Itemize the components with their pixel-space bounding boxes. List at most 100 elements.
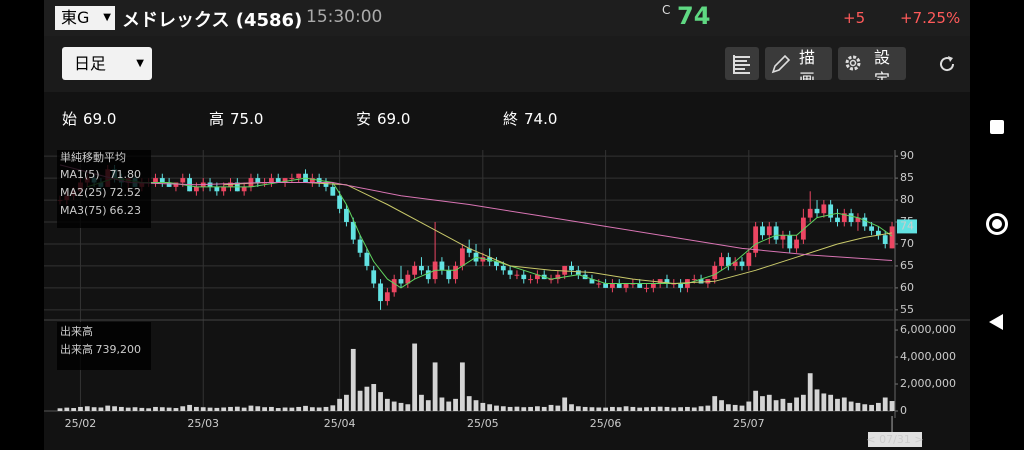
volume-bar [214,407,220,411]
volume-bar [657,406,663,411]
candle-body [173,182,179,187]
volume-bar [118,406,124,411]
volume-bar [405,404,411,411]
volume-bar [269,406,274,411]
volume-bar [173,408,179,411]
volume-bar [521,407,527,411]
y-tick-label: 60 [900,281,914,294]
candle-body [882,235,888,244]
candle-body [698,279,704,284]
candle-body [596,283,602,285]
volume-bar [671,407,677,411]
indicator-button[interactable] [725,47,759,80]
candle-body [357,239,363,253]
candle-body [453,265,458,280]
candle-body [691,279,697,281]
volume-bar [650,406,656,411]
volume-bar [487,404,493,411]
back-button[interactable] [987,312,1007,332]
recents-button[interactable] [990,120,1004,134]
candle-body [794,239,799,249]
volume-bar [234,406,240,411]
volume-bar [548,404,554,411]
volume-bar [814,389,820,411]
y-tick-label: 90 [900,149,914,162]
x-tick-label: 25/04 [324,417,356,430]
legend-box [57,150,151,228]
change: +5 [843,9,866,27]
candle-body [378,283,383,302]
volume-value: 739,200 [96,343,142,356]
volume-bar [773,400,779,411]
ohlc-value: 69.0 [83,110,117,128]
volume-bar [425,400,431,411]
candle-body [800,217,806,240]
candle-body [535,274,540,280]
volume-bar [159,407,165,411]
draw-label: 描画 [799,48,816,80]
volume-bar [146,408,152,411]
refresh-icon[interactable] [935,52,959,76]
header-bar [44,0,970,36]
candle-body [637,283,643,288]
ma-line [59,164,893,261]
volume-bar [398,402,404,411]
volume-bar [603,407,608,411]
volume-bar [535,406,540,411]
volume-bar [637,407,643,411]
x-tick-label: 25/07 [733,417,765,430]
candle-body [739,261,745,266]
legend-name: MA3(75) [60,204,107,217]
volume-bar [555,405,561,411]
volume-bar [841,397,847,411]
ohlc-value: 75.0 [230,110,264,128]
candle-body [555,274,561,280]
volume-bar [869,404,874,411]
volume-bar [766,394,772,411]
volume-bar [514,406,520,411]
x-tick-label: 25/02 [65,417,97,430]
candle-body [405,274,411,284]
candle-body [275,178,281,183]
candle-body [528,279,533,281]
candle-body [841,213,847,223]
candle-body [855,217,861,223]
gear-icon [845,55,861,71]
settings-button[interactable]: 設定 [838,47,906,80]
volume-bar [432,362,438,411]
draw-button[interactable]: 描画 [765,47,832,80]
candle-body [678,283,684,288]
volume-bar [350,348,356,411]
dropdown-arrow: ▼ [136,58,144,69]
ohlc-label: 安 [356,110,372,128]
volume-bar [303,405,308,411]
price: 74 [677,2,711,30]
home-button[interactable] [986,213,1008,235]
volume-bar [528,406,533,411]
candle-body [180,178,186,183]
volume-bar [596,407,602,411]
volume-bar [616,407,622,411]
stock-name: メドレックス (4586) [122,10,303,31]
candle-body [712,265,718,280]
market-select[interactable]: 東G ▼ [55,6,115,30]
volume-bar [725,404,731,411]
volume-bar [57,408,63,411]
candle-body [323,182,329,187]
volume-bar [821,393,827,411]
candle-body [500,265,506,271]
candle-body [194,186,199,192]
legend-value: 66.23 [110,204,142,217]
candle-body [623,283,629,288]
volume-bar [296,406,302,411]
candle-body [289,178,295,180]
candle-body [821,204,827,214]
volume-bar [262,407,267,411]
ohlc-label: 終 [503,110,519,128]
candle-body [159,178,165,183]
volume-bar [828,394,834,411]
period-select[interactable]: 日足 ▼ [62,47,152,80]
volume-bar [664,406,670,411]
candle-body [391,279,397,293]
